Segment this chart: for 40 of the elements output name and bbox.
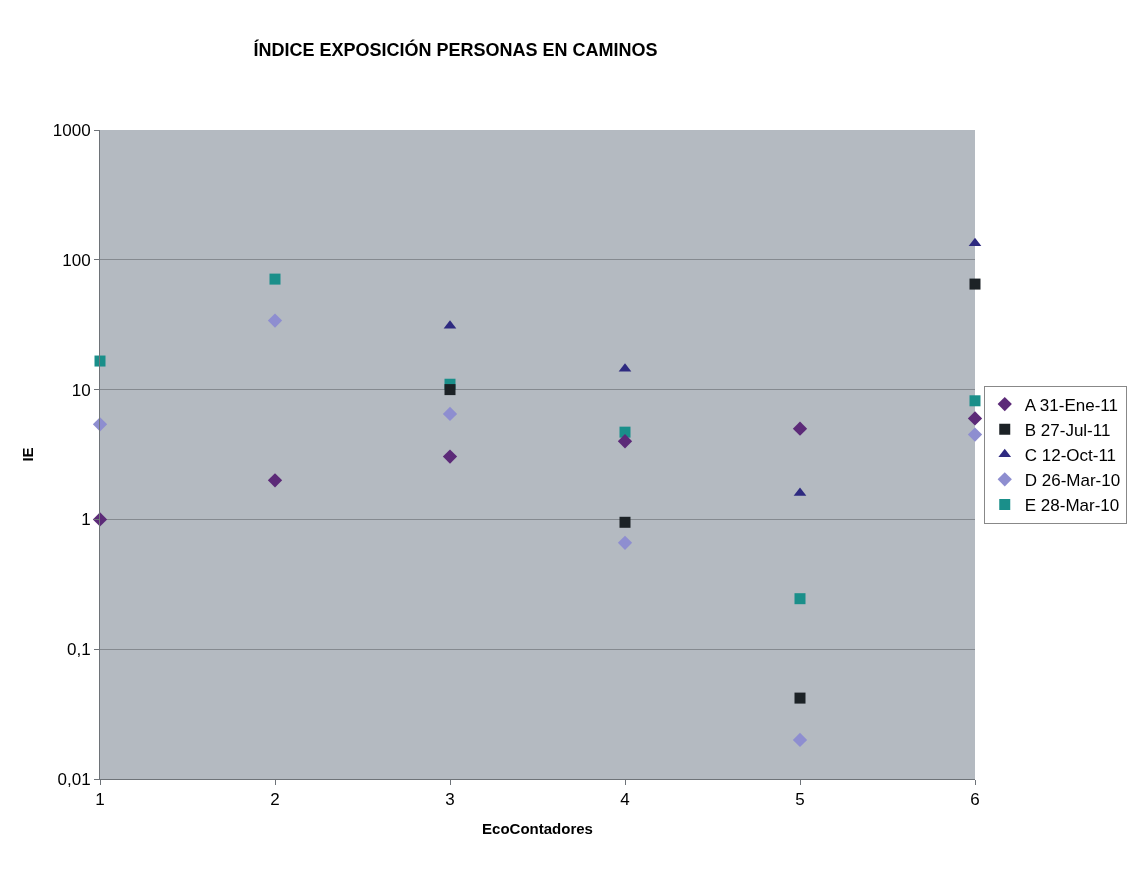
point <box>444 384 456 396</box>
point <box>969 395 981 407</box>
point <box>619 516 631 528</box>
point <box>267 473 283 488</box>
x-tick-label: 6 <box>970 790 980 810</box>
x-tick-label: 5 <box>795 790 805 810</box>
legend-label: C 12-Oct-11 <box>1024 445 1117 465</box>
y-tick-label: 100 <box>62 250 91 270</box>
y-tick-label: 0,1 <box>66 640 91 660</box>
y-axis-title: IE <box>19 447 37 462</box>
point <box>617 434 633 449</box>
x-tick-label: 4 <box>620 790 630 810</box>
point <box>969 278 981 290</box>
point <box>442 406 458 422</box>
point <box>794 692 806 704</box>
y-tick-label: 1000 <box>52 120 91 140</box>
x-tick-label: 1 <box>95 790 105 810</box>
point <box>794 593 806 605</box>
y-tick-label: 1 <box>81 510 91 530</box>
point <box>267 313 283 328</box>
point <box>442 449 458 464</box>
point <box>269 273 281 285</box>
legend-label: E 28-Mar-10 <box>1024 496 1120 516</box>
point <box>967 427 983 442</box>
point <box>967 411 983 426</box>
point <box>617 535 633 550</box>
chart-title: ÍNDICE EXPOSICIÓN PERSONAS EN CAMINOS <box>253 39 658 61</box>
y-tick-label: 10 <box>71 380 91 400</box>
point <box>619 426 631 438</box>
x-tick-label: 3 <box>445 790 455 810</box>
y-tick-label: 0,01 <box>57 769 91 789</box>
point <box>792 732 808 748</box>
point <box>968 237 982 247</box>
legend-label: B 27-Jul-11 <box>1024 420 1111 440</box>
point <box>94 355 106 367</box>
point <box>792 421 808 436</box>
x-tick-label: 2 <box>270 790 280 810</box>
legend-label: D 26-Mar-10 <box>1024 470 1121 490</box>
legend-label: A 31-Ene-11 <box>1024 395 1119 415</box>
x-axis-title: EcoContadores <box>482 820 593 838</box>
